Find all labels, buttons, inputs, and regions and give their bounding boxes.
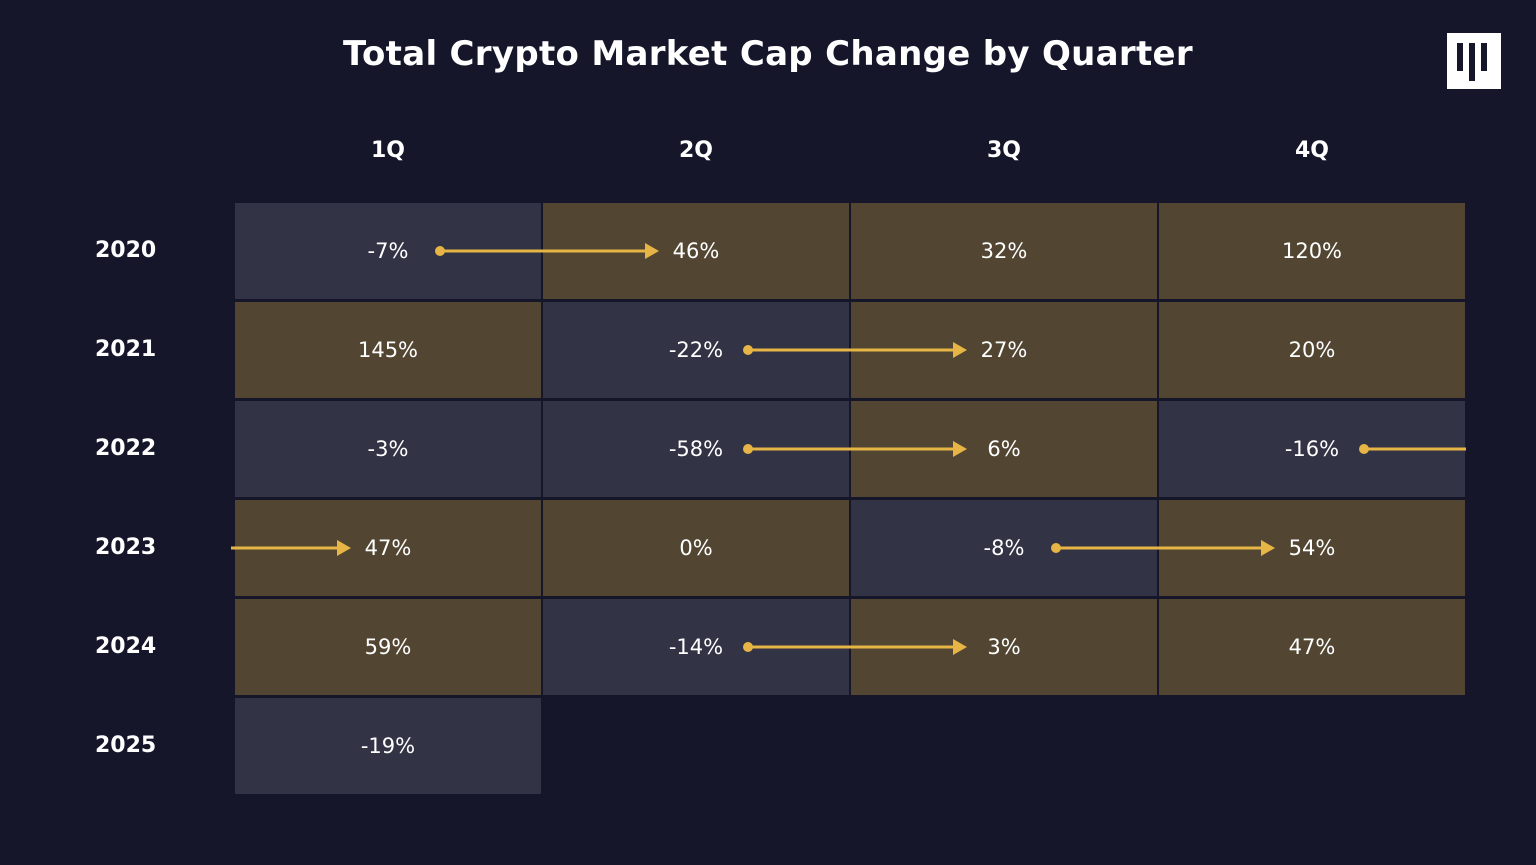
cell-2021-3q: 27% (851, 302, 1157, 398)
cell-2021-2q: -22% (543, 302, 849, 398)
row-header-2020: 2020 (95, 238, 157, 263)
cell-2020-4q: 120% (1159, 203, 1465, 299)
cell-2022-1q: -3% (235, 401, 541, 497)
column-header-3q: 3Q (986, 138, 1021, 163)
cell-2024-4q: 47% (1159, 599, 1465, 695)
cell-2024-3q: 3% (851, 599, 1157, 695)
cell-2020-2q: 46% (543, 203, 849, 299)
brand-logo (1447, 33, 1501, 89)
column-header-4q: 4Q (1294, 138, 1329, 163)
cell-2022-2q: -58% (543, 401, 849, 497)
cell-2023-2q: 0% (543, 500, 849, 596)
cell-2021-4q: 20% (1159, 302, 1465, 398)
cell-2023-4q: 54% (1159, 500, 1465, 596)
row-header-2023: 2023 (95, 535, 157, 560)
column-header-1q: 1Q (370, 138, 405, 163)
row-header-2024: 2024 (95, 634, 157, 659)
cell-2022-3q: 6% (851, 401, 1157, 497)
cell-2024-1q: 59% (235, 599, 541, 695)
row-header-2025: 2025 (95, 733, 157, 758)
cell-2023-1q: 47% (235, 500, 541, 596)
cell-2024-2q: -14% (543, 599, 849, 695)
cell-2023-3q: -8% (851, 500, 1157, 596)
cell-2022-4q: -16% (1159, 401, 1465, 497)
cell-2020-1q: -7% (235, 203, 541, 299)
cell-2025-1q: -19% (235, 698, 541, 794)
chart-title: Total Crypto Market Cap Change by Quarte… (343, 34, 1193, 74)
column-header-2q: 2Q (678, 138, 713, 163)
cell-2020-3q: 32% (851, 203, 1157, 299)
row-header-2021: 2021 (95, 337, 157, 362)
row-header-2022: 2022 (95, 436, 157, 461)
cell-2021-1q: 145% (235, 302, 541, 398)
